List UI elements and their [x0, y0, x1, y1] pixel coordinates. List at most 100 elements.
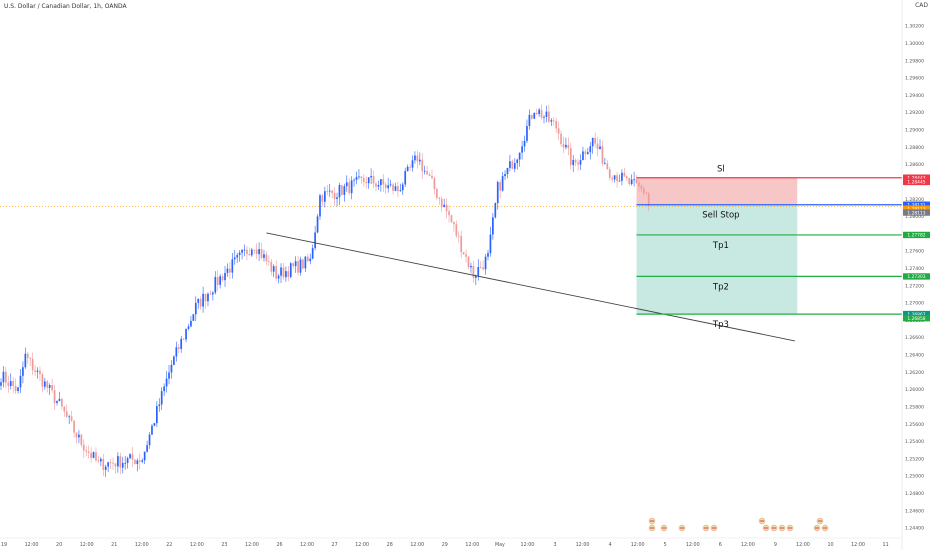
time-tick-label: 12:00	[300, 542, 314, 548]
candle	[192, 313, 195, 321]
candle	[272, 264, 275, 278]
time-tick-label: 6	[719, 542, 722, 548]
candle	[46, 379, 49, 393]
candle-body	[586, 152, 589, 155]
flag-icon	[821, 524, 829, 532]
flag-icon-stripe	[650, 520, 654, 522]
price-tick-label: 1.24400	[905, 526, 924, 532]
candle-body	[95, 452, 97, 461]
candle	[543, 115, 545, 124]
candle-body	[219, 276, 221, 285]
candle-body	[75, 432, 78, 438]
price-tick-label: 1.27000	[905, 301, 924, 307]
flag-icon-stripe	[704, 527, 708, 529]
candle-body	[521, 146, 523, 153]
candle-body	[90, 452, 92, 458]
time-tick-label: 12:00	[25, 542, 39, 548]
candle	[530, 114, 533, 120]
candle-body	[608, 169, 611, 178]
flag-icon-stripe	[680, 527, 684, 529]
candle	[586, 147, 589, 155]
candle-body	[492, 217, 494, 235]
candle-body	[119, 456, 122, 468]
candle-body	[433, 178, 436, 190]
candle-body	[423, 170, 426, 172]
candle-body	[304, 256, 307, 269]
candle	[372, 170, 375, 188]
candle	[350, 176, 353, 200]
candle-body	[474, 275, 477, 278]
candle-body	[124, 462, 127, 464]
candle-body	[582, 151, 584, 161]
candle	[56, 400, 58, 406]
trendline	[266, 232, 795, 342]
candle	[277, 273, 280, 284]
candle-body	[2, 371, 5, 383]
candle-body	[53, 390, 56, 404]
candle-body	[552, 120, 555, 122]
candle	[136, 458, 139, 472]
candle-body	[43, 381, 46, 387]
candle-body	[104, 466, 107, 470]
price-badge-label: 1.27303	[907, 274, 925, 280]
candle-body	[48, 385, 51, 388]
candle-body	[535, 112, 538, 115]
candle-body	[109, 462, 112, 464]
candle	[78, 430, 80, 444]
candle-body	[73, 420, 75, 433]
candle-body	[601, 146, 604, 164]
time-tick-label: 12:00	[465, 542, 479, 548]
price-badge-bg	[903, 209, 930, 216]
candle-body	[399, 190, 402, 192]
candle-body	[265, 254, 268, 262]
candle-body	[260, 249, 263, 258]
candle	[306, 253, 309, 262]
candle	[348, 178, 351, 196]
price-tick-label: 1.27400	[905, 266, 924, 272]
candle	[414, 151, 416, 164]
candle	[608, 166, 611, 181]
candle-body	[0, 382, 2, 386]
price-tick-label: 1.28000	[905, 214, 924, 220]
candle-body	[56, 401, 58, 404]
candle-body	[448, 211, 450, 216]
candle-body	[538, 109, 540, 115]
candle-body	[599, 146, 601, 150]
candle-body	[319, 195, 321, 217]
candle	[392, 182, 394, 195]
candle	[163, 383, 165, 396]
candle-body	[229, 268, 231, 273]
candle-body	[604, 163, 606, 165]
candle	[462, 251, 465, 256]
candle-body	[392, 184, 394, 191]
candle	[287, 266, 290, 282]
candle	[401, 182, 404, 195]
candle	[204, 293, 207, 309]
candle	[2, 366, 5, 388]
candle-body	[263, 254, 265, 258]
candle	[431, 169, 433, 180]
candle	[394, 182, 397, 192]
candle	[565, 137, 567, 150]
price-badge-bg	[903, 178, 930, 186]
candle-body	[506, 167, 509, 174]
candle	[168, 365, 170, 385]
candle-body	[526, 126, 528, 141]
candle-body	[268, 261, 270, 263]
candle	[513, 158, 516, 173]
candle	[194, 296, 197, 322]
candle	[270, 258, 273, 276]
candle	[177, 343, 180, 354]
candle	[73, 419, 75, 438]
candle-body	[85, 450, 88, 452]
candle	[457, 231, 460, 243]
flag-icon	[770, 524, 778, 532]
flag-icon	[660, 524, 668, 532]
candle-body	[175, 347, 178, 357]
candle-body	[160, 391, 163, 405]
candle-body	[345, 182, 348, 187]
price-tick-label: 1.28800	[905, 145, 924, 151]
time-tick-label: 12:00	[631, 542, 645, 548]
flag-icon	[778, 524, 786, 532]
